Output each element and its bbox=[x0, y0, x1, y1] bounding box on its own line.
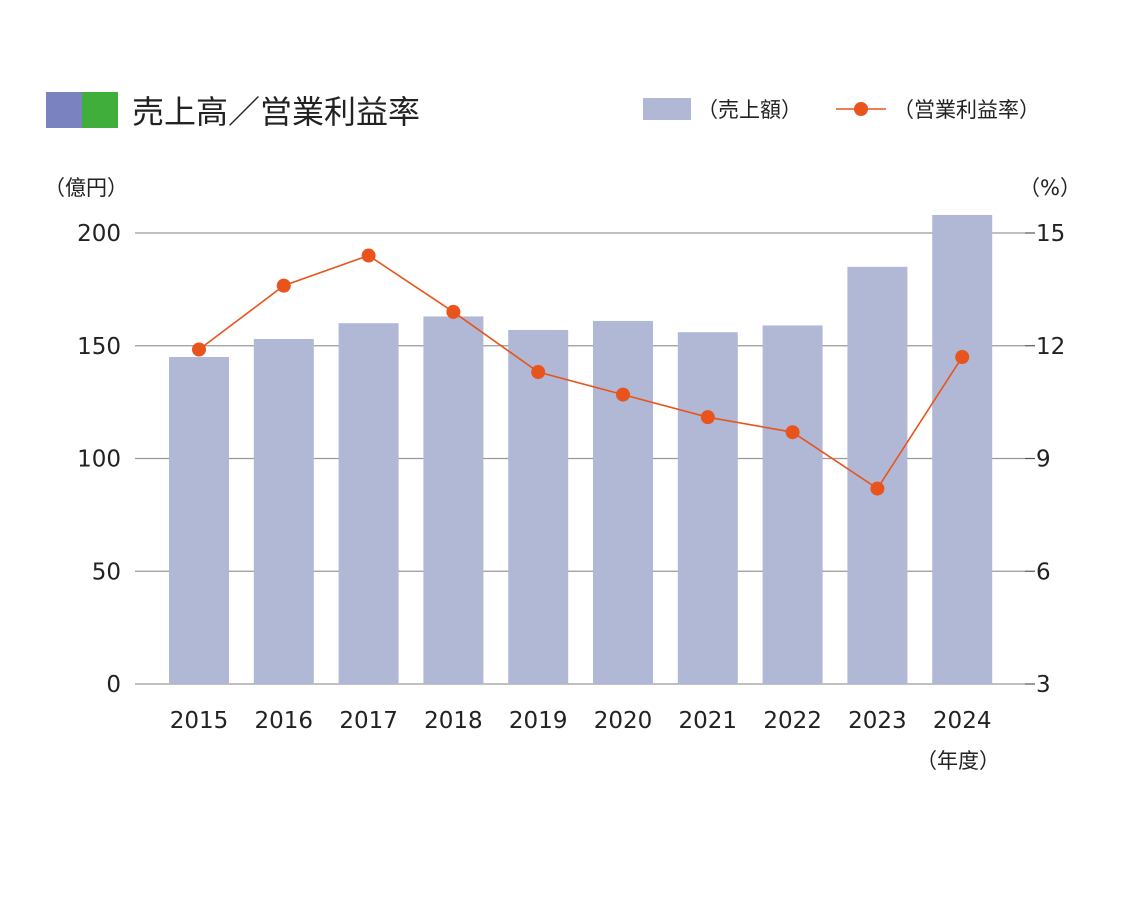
title-swatch-green bbox=[82, 92, 118, 128]
margin-point-2019 bbox=[531, 365, 546, 380]
y-left-tick-label: 50 bbox=[92, 559, 121, 585]
margin-point-2023 bbox=[870, 481, 885, 496]
y-left-tick-label: 0 bbox=[106, 672, 121, 698]
legend-bar-swatch bbox=[643, 98, 691, 120]
y-right-tick-label: 9 bbox=[1036, 447, 1051, 473]
margin-point-2015 bbox=[192, 342, 206, 357]
bar-2020 bbox=[593, 320, 653, 684]
x-tick-label: 2017 bbox=[339, 708, 398, 734]
bar-2021 bbox=[677, 332, 738, 684]
x-tick-label: 2018 bbox=[424, 708, 483, 734]
margin-point-2017 bbox=[361, 248, 376, 263]
bar-2016 bbox=[253, 338, 314, 684]
x-tick-label: 2023 bbox=[848, 708, 907, 734]
x-tick-label: 2021 bbox=[679, 708, 738, 734]
margin-point-2021 bbox=[700, 410, 715, 425]
y-right-unit: （%） bbox=[1019, 176, 1081, 200]
x-tick-label: 2019 bbox=[509, 708, 568, 734]
margin-point-2018 bbox=[446, 304, 461, 319]
chart-title: 売上高／営業利益率 bbox=[132, 93, 420, 131]
bar-2017 bbox=[338, 323, 399, 684]
operating-margin-line bbox=[198, 254, 963, 490]
x-tick-label: 2015 bbox=[170, 708, 229, 734]
y-left-tick-label: 100 bbox=[77, 447, 121, 473]
bar-2022 bbox=[762, 325, 823, 684]
tick-layer: 0 3 50 6 100 9 150 12 200 15 2015 2016 2017 2018 2019 2… bbox=[77, 221, 1065, 734]
y-right-tick-label: 6 bbox=[1036, 559, 1051, 585]
x-tick-label: 2016 bbox=[255, 708, 314, 734]
bar-2019 bbox=[508, 329, 569, 684]
y-left-tick-label: 200 bbox=[77, 221, 121, 247]
legend-line-label: （営業利益率） bbox=[893, 98, 1040, 122]
margin-point-2022 bbox=[785, 425, 800, 440]
x-tick-label: 2022 bbox=[763, 708, 822, 734]
y-right-tick-label: 3 bbox=[1036, 672, 1051, 698]
y-left-tick-label: 150 bbox=[77, 334, 121, 360]
x-tick-label: 2020 bbox=[594, 708, 653, 734]
y-right-tick-label: 12 bbox=[1036, 334, 1065, 360]
bar-2024 bbox=[932, 214, 993, 684]
x-tick-label: 2024 bbox=[933, 708, 992, 734]
margin-point-2016 bbox=[276, 278, 291, 293]
bar-2018 bbox=[423, 316, 484, 684]
title-swatch-purple bbox=[46, 92, 82, 128]
y-left-unit: （億円） bbox=[44, 176, 128, 200]
bar-2015 bbox=[169, 357, 229, 684]
line-layer bbox=[192, 248, 970, 496]
margin-point-2020 bbox=[616, 387, 630, 402]
margin-point-2024 bbox=[955, 350, 970, 365]
y-right-tick-label: 15 bbox=[1036, 221, 1065, 247]
legend-line-marker bbox=[854, 102, 868, 116]
bar-layer bbox=[169, 214, 993, 684]
x-unit: （年度） bbox=[916, 749, 1000, 773]
legend-bar-label: （売上額） bbox=[697, 98, 802, 122]
